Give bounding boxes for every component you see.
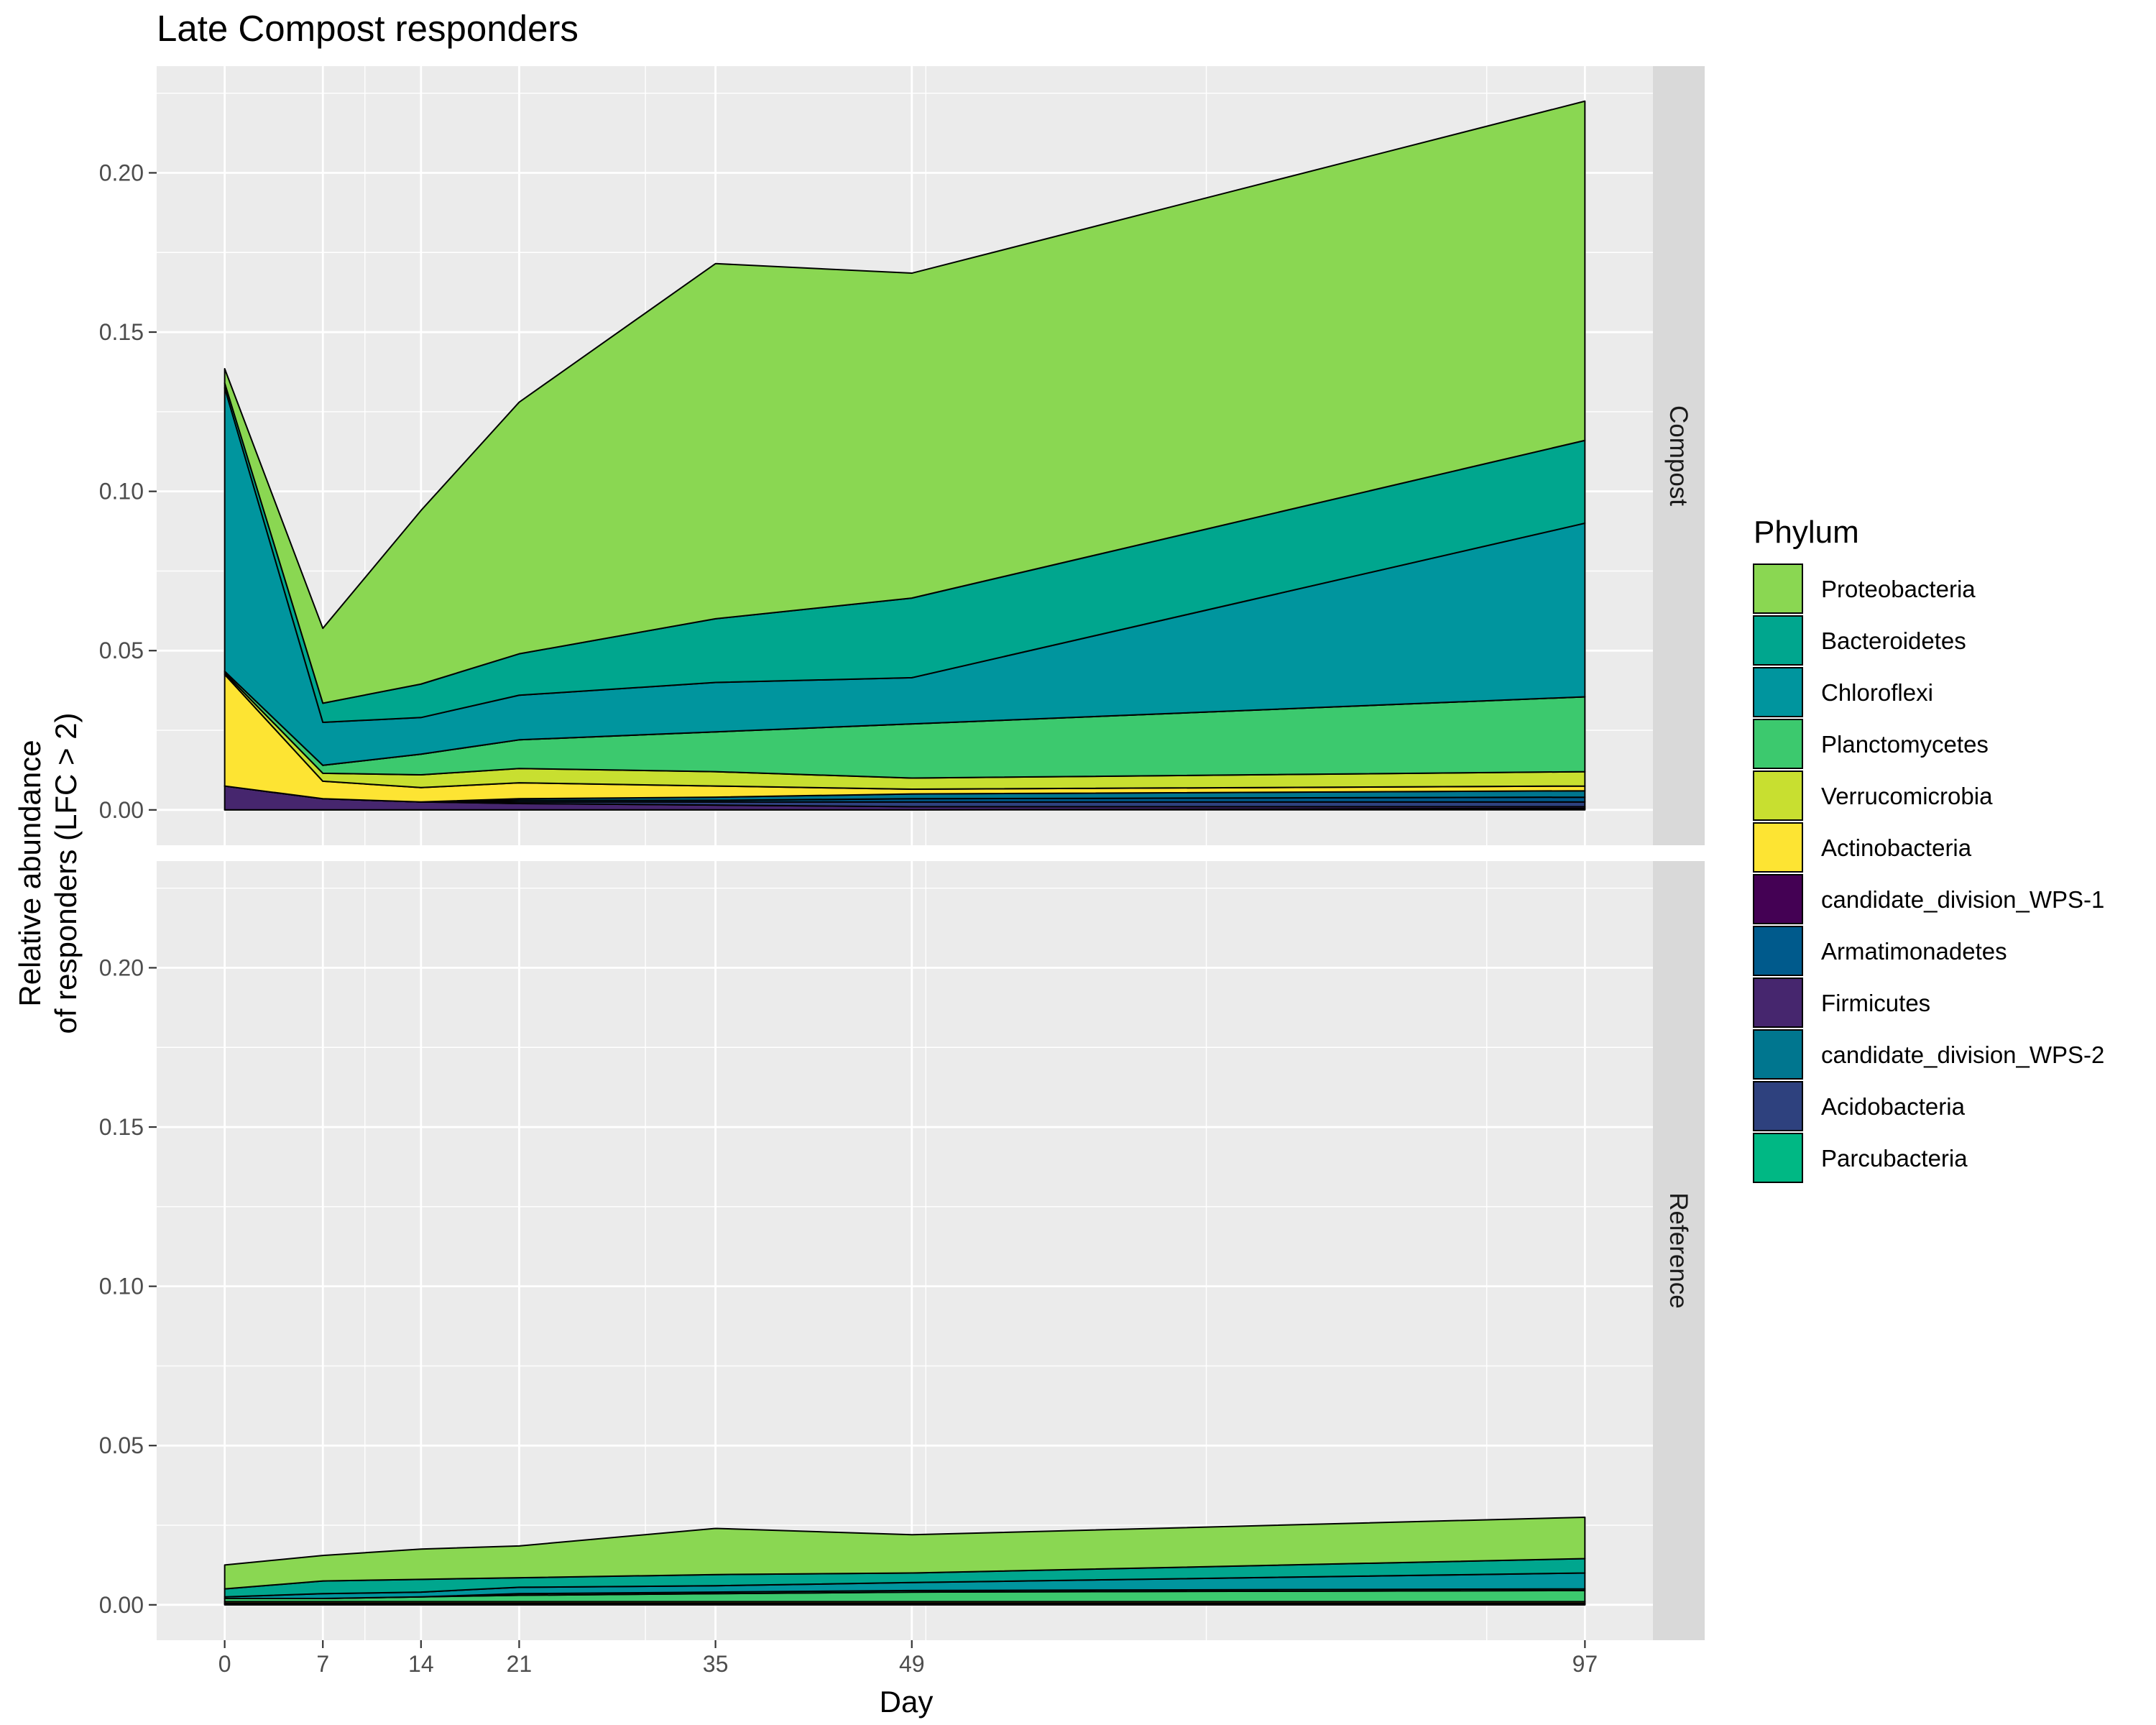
legend-item: Planctomycetes (1753, 719, 1989, 769)
y-tick-label: 0.00 (99, 1592, 144, 1618)
y-axis-label: Relative abundance of responders (LFC > … (13, 712, 83, 1034)
legend-label: Firmicutes (1821, 990, 1930, 1016)
panel-background (157, 861, 1653, 1640)
legend-item: candidate_division_WPS-1 (1753, 874, 2104, 924)
legend-label: Verrucomicrobia (1821, 783, 1993, 809)
legend-title: Phylum (1754, 515, 1859, 550)
legend-item: Chloroflexi (1753, 667, 1933, 717)
y-tick-label: 0.10 (99, 479, 144, 505)
facet-strip: Reference (1653, 861, 1705, 1640)
legend-key (1753, 615, 1803, 666)
legend-label: Bacteroidetes (1821, 627, 1966, 654)
legend-item: candidate_division_WPS-2 (1753, 1029, 2104, 1080)
legend-label: Acidobacteria (1821, 1093, 1966, 1120)
x-tick-label: 14 (408, 1651, 434, 1677)
legend-key (1753, 1029, 1803, 1080)
legend-item: Actinobacteria (1753, 822, 1972, 873)
legend-item: Proteobacteria (1753, 564, 1976, 614)
legend-key (1753, 719, 1803, 769)
chart-title: Late Compost responders (157, 8, 579, 49)
legend-item: Parcubacteria (1753, 1133, 1968, 1183)
x-tick-label: 21 (507, 1651, 533, 1677)
x-axis-label: Day (880, 1685, 934, 1719)
panel-reference: 0.00 0.05 0.10 0.15 0.20 Reference (99, 861, 1705, 1640)
y-tick-label: 0.10 (99, 1274, 144, 1300)
legend-key (1753, 770, 1803, 821)
x-tick-label: 0 (218, 1651, 231, 1677)
y-axis-label-line-1: Relative abundance (13, 740, 47, 1006)
legend-item: Verrucomicrobia (1753, 770, 1993, 821)
legend-label: Proteobacteria (1821, 576, 1976, 602)
legend-label: Planctomycetes (1821, 731, 1989, 758)
x-tick-label: 35 (703, 1651, 729, 1677)
legend-key (1753, 822, 1803, 873)
legend-key (1753, 1081, 1803, 1131)
legend-item: Firmicutes (1753, 978, 1930, 1028)
legend-key (1753, 564, 1803, 614)
area-proteobacteria (224, 1516, 1586, 1590)
facet-strip-background (1653, 66, 1705, 845)
legend-key (1753, 978, 1803, 1028)
stacked-areas (224, 1516, 1586, 1606)
legend-key (1753, 667, 1803, 717)
stacked-areas (224, 100, 1586, 811)
panels: 0.000.050.100.150.20Compost0.000.050.100… (99, 66, 1705, 1640)
legend-label: Actinobacteria (1821, 834, 1972, 861)
legend-key (1753, 926, 1803, 976)
legend-items: Proteobacteria Bacteroidetes Chloroflexi Pl… (1753, 564, 2104, 1183)
legend: Phylum Proteobacteria Bacteroidetes Chloro… (1753, 515, 2104, 1183)
legend-item: Acidobacteria (1753, 1081, 1966, 1131)
y-axis-label-line-2: of responders (LFC > 2) (49, 712, 83, 1034)
y-tick-label: 0.15 (99, 319, 144, 345)
facet-strip-background (1653, 861, 1705, 1640)
legend-label: Chloroflexi (1821, 679, 1933, 706)
facet-strip-label: Reference (1664, 1192, 1692, 1308)
legend-key (1753, 1133, 1803, 1183)
x-tick-label: 49 (899, 1651, 925, 1677)
legend-label: candidate_division_WPS-1 (1821, 886, 2104, 913)
legend-item: Bacteroidetes (1753, 615, 1966, 666)
y-axis: 0.00 0.05 0.10 0.15 0.20 (99, 160, 157, 823)
x-axis: 0 7 14 21 35 49 97 (218, 1640, 1598, 1677)
legend-item: Armatimonadetes (1753, 926, 2007, 976)
y-tick-label: 0.20 (99, 954, 144, 980)
facet-strip-label: Compost (1664, 405, 1692, 506)
y-tick-label: 0.20 (99, 160, 144, 185)
legend-label: Armatimonadetes (1821, 938, 2007, 965)
gridlines (157, 861, 1653, 1640)
legend-label: Parcubacteria (1821, 1145, 1968, 1172)
x-tick-label: 7 (316, 1651, 329, 1677)
y-tick-label: 0.00 (99, 797, 144, 823)
x-tick-label: 97 (1572, 1651, 1598, 1677)
y-tick-label: 0.05 (99, 1432, 144, 1458)
y-axis: 0.00 0.05 0.10 0.15 0.20 (99, 954, 157, 1618)
legend-label: candidate_division_WPS-2 (1821, 1041, 2104, 1068)
panel-compost: 0.00 0.05 0.10 0.15 0.20 Compost (99, 66, 1705, 845)
area-proteobacteria (224, 100, 1586, 704)
legend-key (1753, 874, 1803, 924)
facet-strip: Compost (1653, 66, 1705, 845)
y-tick-label: 0.15 (99, 1114, 144, 1140)
y-tick-label: 0.05 (99, 638, 144, 663)
